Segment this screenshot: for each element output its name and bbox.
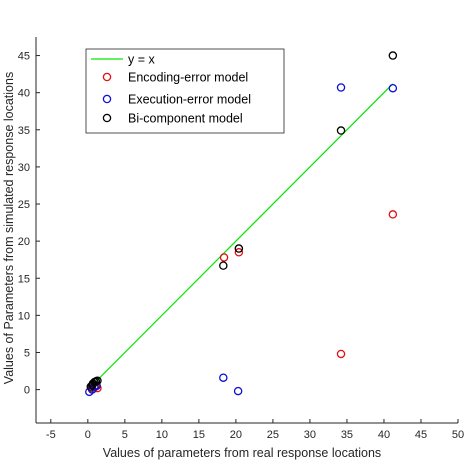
x-tick-label: 35 — [341, 429, 353, 441]
y-tick-label: 40 — [18, 88, 30, 100]
x-tick-label: 50 — [452, 429, 464, 441]
y-tick-label: 20 — [18, 236, 30, 248]
legend-marker-execution — [102, 94, 112, 104]
data-point — [88, 380, 97, 390]
x-tick-label: -5 — [46, 429, 56, 441]
x-tick-label: 20 — [230, 429, 242, 441]
legend-marker-encoding — [102, 72, 112, 82]
x-tick-label: 0 — [85, 429, 91, 441]
y-tick-label: 10 — [18, 310, 30, 322]
y-tick-label: 45 — [18, 51, 30, 63]
x-tick-label: 40 — [378, 429, 390, 441]
data-point — [336, 349, 346, 359]
x-tick-label: 5 — [122, 429, 128, 441]
legend-marker-bicomponent — [102, 113, 112, 123]
series-3 — [86, 51, 398, 391]
legend: y = x Encoding-error model Execution-err… — [85, 48, 285, 134]
y-tick-label: 5 — [24, 347, 30, 359]
y-tick-label: 35 — [18, 125, 30, 137]
data-point — [234, 244, 244, 253]
x-tick-label: 15 — [193, 429, 205, 441]
data-point — [336, 126, 346, 135]
series-1 — [87, 210, 398, 393]
legend-box — [85, 48, 285, 134]
data-point — [233, 386, 243, 396]
y-tick-label: 0 — [24, 385, 30, 397]
data-point — [388, 51, 398, 60]
data-point — [234, 248, 244, 257]
data-point — [93, 376, 102, 385]
y-tick-label: 15 — [18, 273, 30, 285]
data-point — [388, 83, 398, 93]
x-axis-label: Values of parameters from real response … — [103, 446, 381, 460]
data-point — [219, 373, 228, 382]
data-point — [388, 210, 398, 219]
y-tick-label: 25 — [18, 199, 30, 211]
y-tick-label: 30 — [18, 162, 30, 174]
legend-label-encoding: Encoding-error model — [128, 71, 248, 85]
x-tick-label: 10 — [156, 429, 168, 441]
x-tick-label: 25 — [267, 429, 279, 441]
legend-reference-label: y = x — [128, 53, 155, 67]
x-tick-label: 30 — [304, 429, 316, 441]
legend-label-bicomponent: Bi-component model — [128, 112, 243, 126]
data-point — [219, 261, 228, 270]
y-axis-label: Values of Parameters from simulated resp… — [2, 72, 16, 384]
x-tick-label: 45 — [415, 429, 427, 441]
legend-label-execution: Execution-error model — [128, 93, 251, 107]
data-point — [336, 83, 346, 92]
data-point — [219, 253, 229, 262]
